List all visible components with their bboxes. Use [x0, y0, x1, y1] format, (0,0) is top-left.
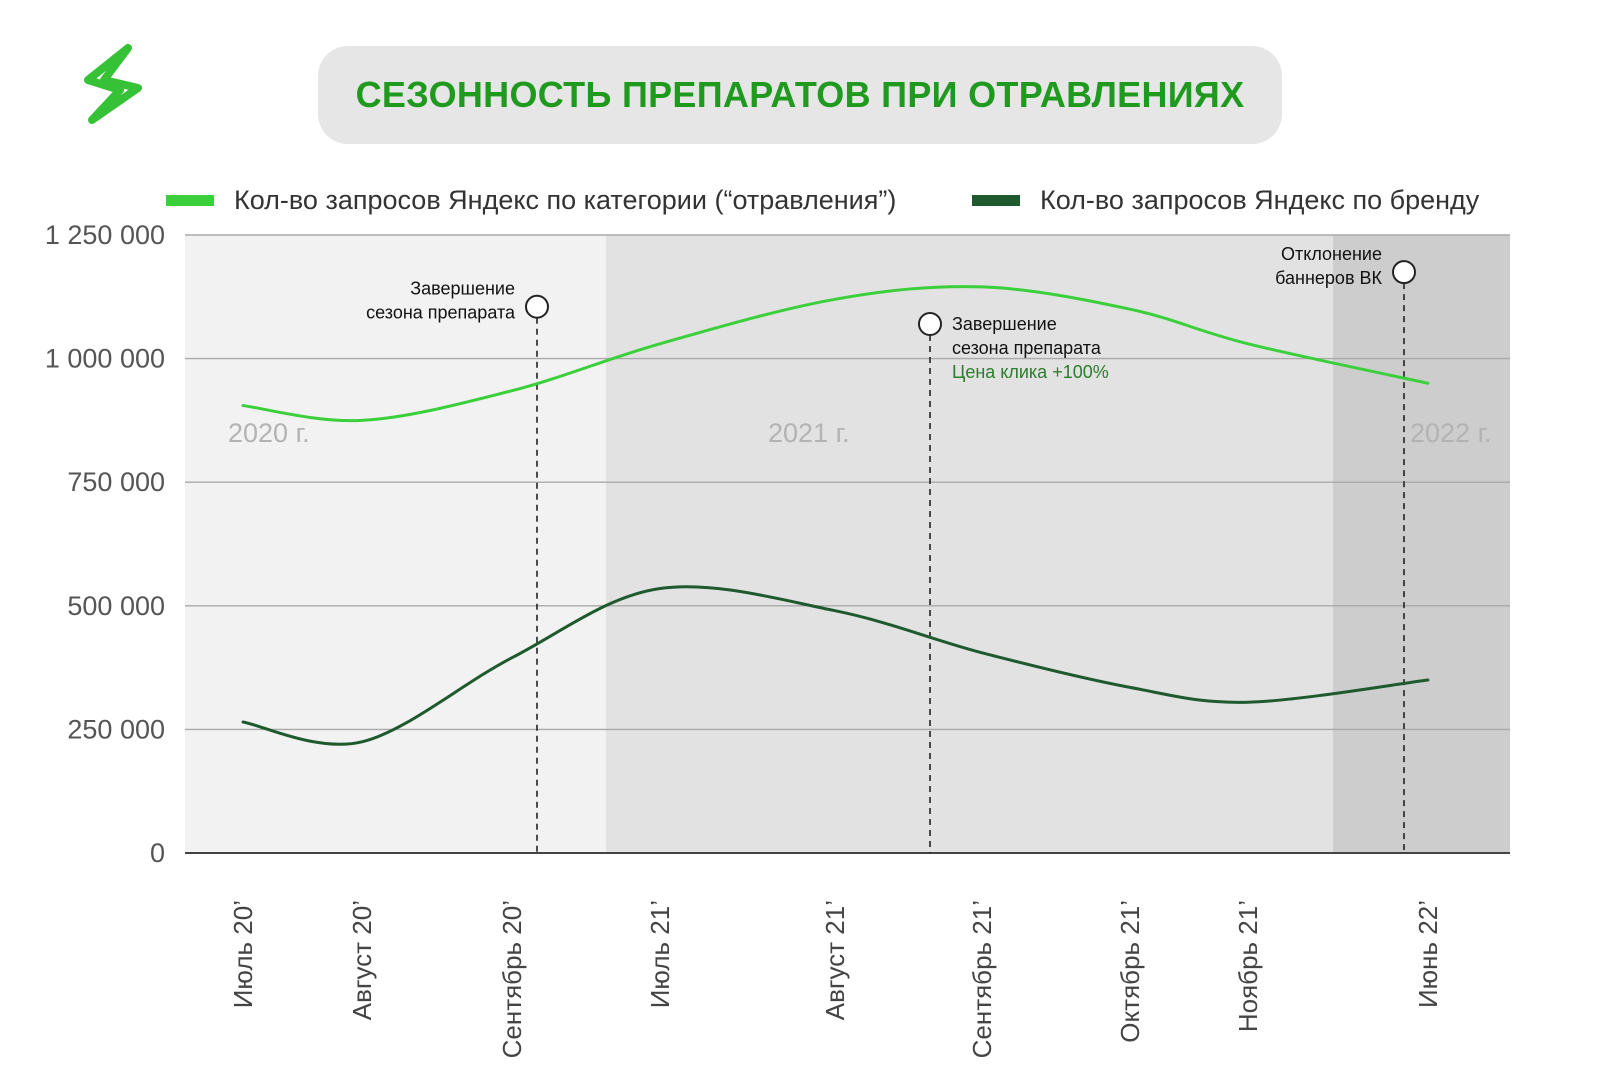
- legend-swatch-category: [166, 195, 214, 206]
- legend-label-category: Кол-во запросов Яндекс по категории (“от…: [234, 185, 896, 215]
- period-band-1: [606, 235, 1333, 853]
- period-labels: 2020 г. 2021 г. 2022 г.: [228, 418, 1492, 448]
- annotation-text: сезона препарата: [366, 303, 516, 323]
- series-line-1: [241, 585, 1430, 746]
- x-tick-label: Август 20’: [347, 900, 377, 1020]
- data-point: [510, 656, 514, 660]
- x-tick-label: Сентябрь 20’: [497, 900, 527, 1058]
- grid-lines: [185, 234, 1510, 854]
- data-point: [1246, 700, 1250, 704]
- y-tick-label: 500 000: [67, 591, 165, 621]
- annotation-text: баннеров ВК: [1275, 268, 1382, 288]
- period-label: 2022 г.: [1410, 418, 1492, 448]
- data-point: [1426, 678, 1430, 682]
- data-point: [658, 342, 662, 346]
- y-axis-ticks: 0 250 000 500 000 750 000 1 000 000 1 250 000: [45, 220, 165, 868]
- x-tick-label: Июль 20’: [228, 900, 258, 1008]
- annotation-marker: [1392, 260, 1416, 285]
- annotation-text: Завершение: [410, 279, 515, 299]
- y-tick-label: 750 000: [67, 467, 165, 497]
- y-tick-label: 0: [150, 838, 165, 868]
- period-label: 2021 г.: [768, 418, 850, 448]
- x-tick-label: Ноябрь 21’: [1233, 900, 1263, 1032]
- chart-title: СЕЗОННОСТЬ ПРЕПАРАТОВ ПРИ ОТРАВЛЕНИЯХ: [355, 74, 1245, 115]
- data-point: [1246, 342, 1250, 346]
- annotation-text: сезона препарата: [952, 338, 1102, 358]
- annotation-marker: [918, 311, 942, 336]
- annotation-text-highlight: Цена клика +100%: [952, 362, 1109, 382]
- data-point: [360, 418, 364, 422]
- y-tick-label: 1 000 000: [45, 344, 165, 374]
- x-tick-label: Июнь 22’: [1413, 900, 1443, 1008]
- data-point: [241, 720, 245, 724]
- y-tick-label: 1 250 000: [45, 220, 165, 250]
- annotation-text: Отклонение: [1281, 244, 1382, 264]
- x-axis-ticks: Июль 20’ Август 20’ Сентябрь 20’ Июль 21’ Ав…: [228, 900, 1443, 1058]
- x-tick-label: Июль 21’: [645, 900, 675, 1008]
- series-line-0: [241, 285, 1430, 423]
- data-point: [1128, 685, 1132, 689]
- annotation-text: Завершение: [952, 314, 1057, 334]
- legend-swatch-brand: [972, 195, 1020, 206]
- data-point: [241, 404, 245, 408]
- bolt-logo-icon: [84, 44, 142, 124]
- period-label: 2020 г.: [228, 418, 310, 448]
- data-point: [980, 285, 984, 289]
- series-lines: [241, 285, 1430, 746]
- data-point: [658, 586, 662, 590]
- title-box: СЕЗОННОСТЬ ПРЕПАРАТОВ ПРИ ОТРАВЛЕНИЯХ: [318, 46, 1282, 144]
- data-point: [980, 651, 984, 655]
- legend-label-brand: Кол-во запросов Яндекс по бренду: [1040, 185, 1480, 215]
- data-point: [833, 297, 837, 301]
- period-bands: [185, 235, 1510, 853]
- x-tick-label: Август 21’: [820, 900, 850, 1020]
- annotations: Завершение сезона препарата Завершение сезо…: [366, 244, 1416, 853]
- period-band-2: [1333, 235, 1510, 853]
- x-tick-label: Сентябрь 21’: [967, 900, 997, 1058]
- data-point: [833, 609, 837, 613]
- y-tick-label: 250 000: [67, 714, 165, 744]
- data-point: [360, 740, 364, 744]
- annotation-marker: [525, 294, 549, 319]
- data-point: [1426, 381, 1430, 385]
- data-point: [510, 389, 514, 393]
- legend: Кол-во запросов Яндекс по категории (“от…: [166, 185, 1480, 215]
- x-tick-label: Октябрь 21’: [1115, 900, 1145, 1043]
- data-point: [1128, 307, 1132, 311]
- period-band-0: [185, 235, 606, 853]
